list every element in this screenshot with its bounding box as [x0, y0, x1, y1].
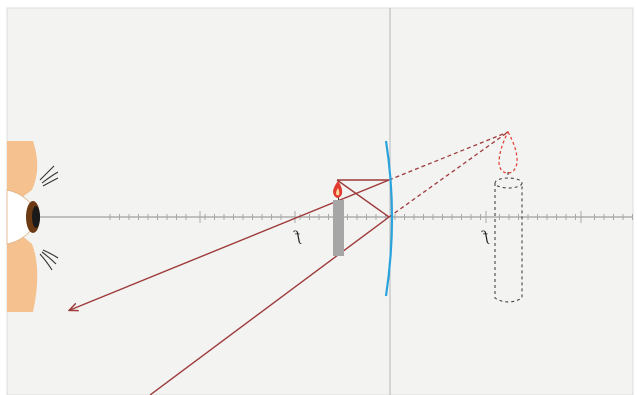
eyelashes-lower: [39, 249, 59, 271]
eye-icon: [6, 141, 59, 312]
eyelid-lower: [7, 222, 38, 312]
ray-extension-lower: [388, 131, 509, 218]
focal-label-left: f: [293, 229, 302, 245]
axis-ticks: [109, 211, 633, 223]
candle-icon: [333, 181, 344, 256]
focal-point-right: f: [481, 229, 490, 245]
ray-center-refracted: [149, 216, 390, 395]
pupil: [32, 206, 40, 228]
candle-flame-core: [336, 188, 340, 196]
diagram-panel: [6, 7, 634, 395]
ray-center-incident: [336, 179, 390, 218]
focal-label-right: f: [481, 229, 490, 245]
virtual-candle-top: [494, 177, 523, 189]
candle-body: [333, 200, 344, 256]
diverging-lens-icon: [384, 140, 394, 297]
virtual-candle-icon: [494, 172, 523, 303]
focal-point-left: f: [293, 229, 302, 245]
ray-extension-upper: [388, 131, 509, 181]
eyelashes-upper: [39, 165, 59, 187]
virtual-candle-body: [494, 183, 523, 303]
virtual-candle-flame: [498, 130, 518, 174]
virtual-ray-extensions: [388, 131, 509, 218]
